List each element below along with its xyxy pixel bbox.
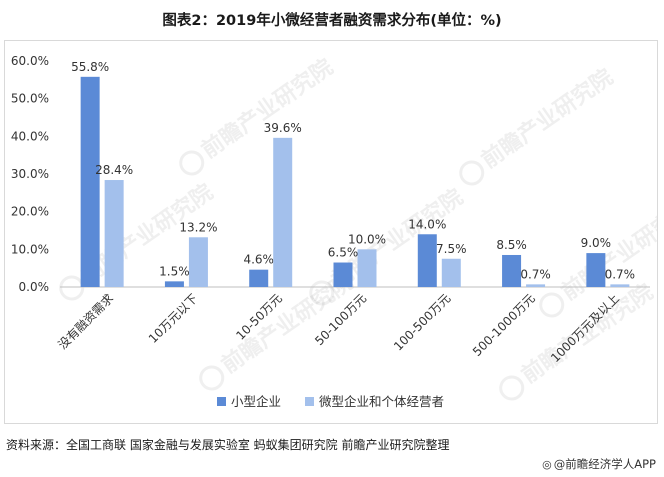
x-tick-label: 500-1000万元 [470,291,538,359]
bar-small-enterprise [502,254,522,287]
bar-small-enterprise [80,76,100,287]
data-label: 8.5% [496,238,527,252]
brand-credit: ◎ @前瞻经济学人APP [542,456,656,472]
chart-title: 图表2：2019年小微经营者融资需求分布(单位：%) [162,13,502,29]
y-tick-label: 20.0% [11,205,49,219]
bar-micro-enterprise [610,284,630,287]
bar-small-enterprise [249,269,269,287]
watermark-text: 前瞻产业研究院 [197,54,338,164]
x-tick-label: 100-500万元 [391,291,453,353]
bar-micro-enterprise [357,249,377,287]
prospective-logo-icon [539,292,565,318]
legend-label: 小型企业 [231,394,281,409]
source-note: 资料来源：全国工商联 国家金融与发展实验室 蚂蚁集团研究院 前瞻产业研究院整理 [6,438,450,452]
watermark-text: 前瞻产业研究院 [477,64,618,174]
bar-small-enterprise [164,281,184,287]
legend-label: 微型企业和个体经营者 [319,394,444,409]
bar-micro-enterprise [188,237,208,287]
legend-swatch-small-enterprise [217,397,226,406]
data-label: 39.6% [264,121,302,135]
data-label: 10.0% [348,232,386,246]
y-tick-label: 10.0% [11,242,49,256]
data-label: 55.8% [71,60,109,74]
bar-micro-enterprise [526,284,546,287]
at-sign-icon: ◎ [542,458,552,471]
watermark: 前瞻产业研究院 [459,64,618,186]
legend-swatch-micro-enterprise [305,397,314,406]
watermark: 前瞻产业研究院 [179,54,338,176]
data-label: 14.0% [408,217,446,231]
data-label: 9.0% [581,236,612,250]
prospective-logo-icon [199,365,225,391]
bar-small-enterprise [417,234,437,287]
data-label: 28.4% [95,163,133,177]
bar-micro-enterprise [441,258,461,287]
bar-micro-enterprise [104,180,124,287]
y-tick-label: 40.0% [11,129,49,143]
y-tick-label: 50.0% [11,92,49,106]
prospective-logo-icon [179,150,205,176]
x-tick-label: 没有融资需求 [55,291,117,353]
data-label: 0.7% [605,267,636,281]
x-tick-label: 10万元以下 [146,291,201,346]
data-label: 7.5% [436,242,467,256]
data-label: 4.6% [243,253,274,267]
data-label: 0.7% [520,267,551,281]
chart-area: 前瞻产业研究院 前瞻产业研究院 前瞻产业研究院 前瞻产业研究院 前瞻产业研究院 前瞻产业研… [4,40,658,424]
bar-micro-enterprise [273,137,293,287]
bar-small-enterprise [586,253,606,287]
prospective-logo-icon [499,375,525,401]
y-tick-label: 0.0% [19,280,50,294]
brand-text: @前瞻经济学人APP [553,457,656,471]
data-label: 1.5% [159,264,190,278]
y-tick-label: 30.0% [11,167,49,181]
data-label: 6.5% [328,246,359,260]
bar-small-enterprise [333,262,353,287]
prospective-logo-icon [459,160,485,186]
data-label: 13.2% [179,220,217,234]
y-tick-label: 60.0% [11,54,49,68]
